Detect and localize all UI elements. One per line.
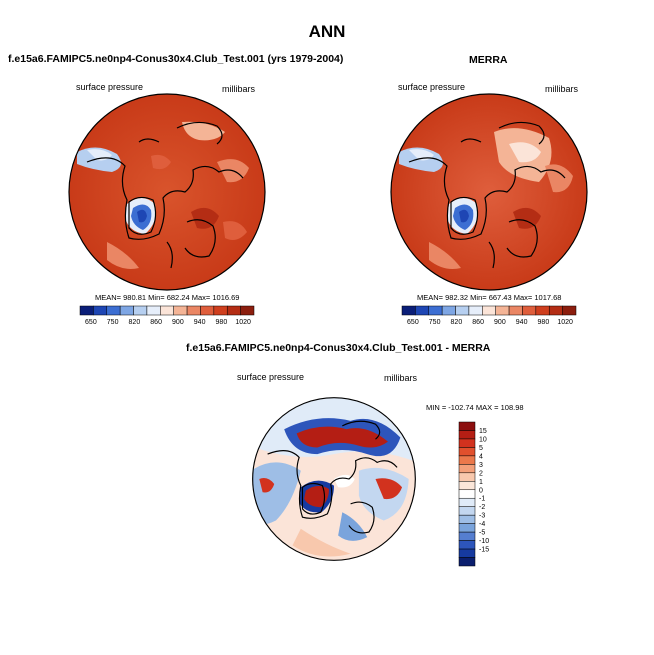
colorbar-swatch — [522, 305, 537, 316]
colorbar-swatch — [401, 305, 416, 316]
colorbar-tick-label: 1020 — [557, 319, 573, 326]
colorbar-tick-label: 940 — [516, 319, 528, 326]
colorbar-swatch — [458, 464, 476, 474]
diff-panel-heading: f.e15a6.FAMIPC5.ne0np4-Conus30x4.Club_Te… — [186, 342, 491, 354]
colorbar-swatch — [133, 305, 148, 316]
colorbar-swatch — [458, 523, 476, 533]
colorbar-tick-label: 650 — [407, 319, 419, 326]
colorbar-swatch — [458, 531, 476, 541]
colorbar-tick-label: -4 — [479, 521, 485, 528]
colorbar-tick-label: -10 — [479, 538, 489, 545]
colorbar-tick-label: 820 — [451, 319, 463, 326]
colorbar-tick-label: 860 — [472, 319, 484, 326]
colorbar-swatch — [240, 305, 255, 316]
colorbar-swatch — [535, 305, 550, 316]
colorbar-swatch — [200, 305, 215, 316]
colorbar-tick-label: -2 — [479, 504, 485, 511]
obs-stats: MEAN= 982.32 Min= 667.43 Max= 1017.68 — [417, 293, 562, 302]
colorbar-swatch — [458, 497, 476, 507]
colorbar-tick-label: 650 — [85, 319, 97, 326]
colorbar-swatch — [415, 305, 430, 316]
colorbar-swatch — [428, 305, 443, 316]
colorbar-swatch — [455, 305, 470, 316]
colorbar-swatch — [458, 438, 476, 448]
model-polar-map — [68, 93, 266, 291]
colorbar-swatch — [495, 305, 510, 316]
colorbar-swatch — [106, 305, 121, 316]
colorbar-tick-label: 1 — [479, 479, 483, 486]
colorbar-swatch — [468, 305, 483, 316]
colorbar-tick-label: 750 — [107, 319, 119, 326]
colorbar-swatch — [79, 305, 94, 316]
colorbar-swatch — [458, 472, 476, 482]
colorbar-tick-label: -15 — [479, 547, 489, 554]
colorbar-swatch — [458, 421, 476, 431]
colorbar-tick-label: -5 — [479, 530, 485, 537]
colorbar-swatch — [458, 506, 476, 516]
colorbar-tick-label: 900 — [172, 319, 184, 326]
colorbar-tick-label: 980 — [216, 319, 228, 326]
obs-units-label: millibars — [545, 84, 579, 94]
colorbar-tick-label: 5 — [479, 445, 483, 452]
colorbar-tick-label: -3 — [479, 513, 485, 520]
colorbar-tick-label: 940 — [194, 319, 206, 326]
colorbar-swatch — [441, 305, 456, 316]
colorbar-swatch — [213, 305, 228, 316]
colorbar-tick-label: 10 — [479, 436, 487, 443]
obs-variable-label: surface pressure — [398, 82, 466, 92]
colorbar-swatch — [482, 305, 496, 316]
colorbar-swatch — [173, 305, 188, 316]
model-stats: MEAN= 980.81 Min= 682.24 Max= 1016.69 — [95, 293, 240, 302]
colorbar-tick-label: -1 — [479, 496, 485, 503]
colorbar-swatch — [458, 557, 476, 567]
obs-polar-map — [390, 93, 588, 291]
colorbar-swatch — [548, 305, 563, 316]
colorbar-swatch — [93, 305, 108, 316]
colorbar-tick-label: 2 — [479, 470, 483, 477]
colorbar-swatch — [458, 489, 476, 499]
colorbar-swatch — [226, 305, 241, 316]
colorbar-tick-label: 1020 — [235, 319, 251, 326]
colorbar-swatch — [458, 548, 476, 558]
colorbar-tick-label: 750 — [429, 319, 441, 326]
diff-polar-map — [252, 397, 416, 561]
colorbar-tick-label: 15 — [479, 428, 487, 435]
colorbar-tick-label: 980 — [538, 319, 550, 326]
colorbar-tick-label: 3 — [479, 462, 483, 469]
colorbar-tick-label: 0 — [479, 487, 483, 494]
colorbar-tick-label: 900 — [494, 319, 506, 326]
colorbar-swatch — [458, 447, 476, 457]
diff-variable-label: surface pressure — [237, 372, 305, 382]
colorbar-swatch — [458, 540, 476, 550]
colorbar-swatch — [508, 305, 523, 316]
colorbar-swatch — [458, 455, 476, 465]
colorbar-swatch — [458, 514, 476, 524]
model-variable-label: surface pressure — [76, 82, 144, 92]
model-units-label: millibars — [222, 84, 256, 94]
model-panel-heading: f.e15a6.FAMIPC5.ne0np4-Conus30x4.Club_Te… — [8, 53, 344, 65]
colorbar-swatch — [119, 305, 134, 316]
colorbar-tick-label: 820 — [129, 319, 141, 326]
colorbar-swatch — [146, 305, 161, 316]
colorbar-swatch — [458, 430, 476, 440]
diff-units-label: millibars — [384, 373, 418, 383]
colorbar-swatch — [458, 481, 476, 491]
colorbar-swatch — [562, 305, 577, 316]
colorbar-tick-label: 860 — [150, 319, 162, 326]
diff-stats: MIN = -102.74 MAX = 108.98 — [426, 403, 524, 412]
colorbar-tick-label: 4 — [479, 453, 483, 460]
colorbar-swatch — [186, 305, 201, 316]
obs-colorbar: 650 750 820 860 900 940 980 1020 — [401, 305, 577, 326]
colorbar-swatch — [160, 305, 174, 316]
model-colorbar: 650 750 820 860 900 940 980 1020 — [79, 305, 255, 326]
obs-panel-heading: MERRA — [469, 54, 508, 66]
page-title: ANN — [308, 22, 346, 41]
